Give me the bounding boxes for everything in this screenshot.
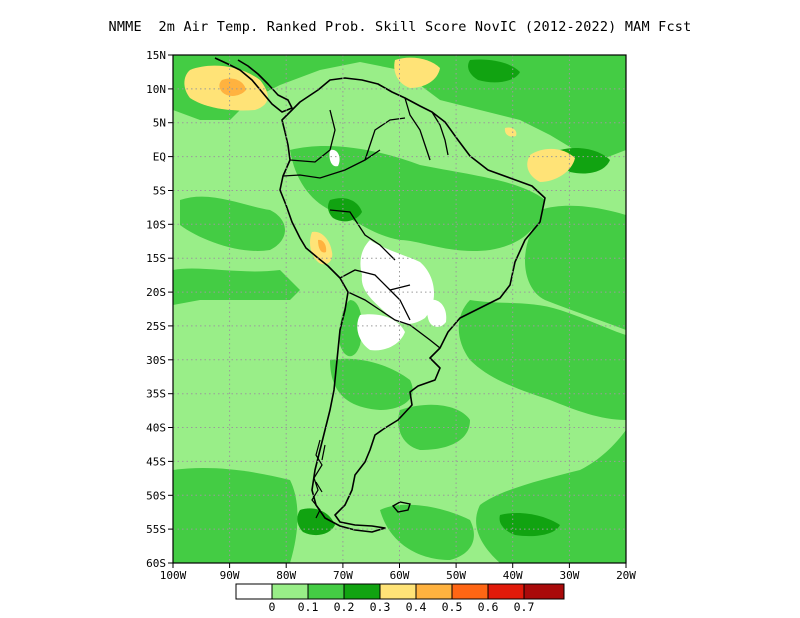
lon-label: 90W bbox=[220, 569, 240, 582]
map-field bbox=[173, 55, 626, 563]
lat-label: 45S bbox=[146, 455, 166, 468]
lat-label: 15N bbox=[146, 49, 166, 62]
lat-labels: 15N 10N 5N EQ 5S 10S 15S 20S 25S 30S 35S… bbox=[146, 49, 166, 570]
colorbar-box-8 bbox=[523, 583, 565, 600]
lat-label: 30S bbox=[146, 354, 166, 367]
grid bbox=[173, 55, 626, 563]
lat-label: EQ bbox=[153, 151, 166, 164]
field-medium-green bbox=[173, 55, 626, 563]
lon-label: 30W bbox=[559, 569, 579, 582]
lon-label: 100W bbox=[160, 569, 187, 582]
lon-labels: 100W 90W 80W 70W 60W 50W 40W 30W 20W bbox=[160, 569, 637, 582]
lon-label: 20W bbox=[616, 569, 636, 582]
lat-label: 60S bbox=[146, 557, 166, 570]
colorbar-label: 0.6 bbox=[478, 600, 499, 614]
lon-label: 60W bbox=[390, 569, 410, 582]
colorbar-label: 0.1 bbox=[298, 600, 319, 614]
colorbar-label: 0.2 bbox=[334, 600, 355, 614]
field-white bbox=[329, 149, 447, 351]
lat-label: 20S bbox=[146, 286, 166, 299]
lat-label: 15S bbox=[146, 252, 166, 265]
lat-label: 50S bbox=[146, 489, 166, 502]
lat-label: 40S bbox=[146, 422, 166, 435]
colorbar-box-3 bbox=[343, 583, 381, 600]
lon-label: 70W bbox=[333, 569, 353, 582]
colorbar-box-2 bbox=[307, 583, 345, 600]
colorbar-label: 0.3 bbox=[370, 600, 391, 614]
field-orange bbox=[219, 78, 327, 253]
country-borders bbox=[282, 97, 449, 349]
colorbar-box-4 bbox=[379, 583, 417, 600]
colorbar-label: 0 bbox=[269, 600, 276, 614]
lon-label: 80W bbox=[276, 569, 296, 582]
coastline-central-america bbox=[214, 57, 293, 113]
chart-title: NMME 2m Air Temp. Ranked Prob. Skill Sco… bbox=[108, 19, 692, 35]
field-dark-green bbox=[297, 59, 610, 537]
colorbar-box-5 bbox=[415, 583, 453, 600]
colorbar-label: 0.7 bbox=[514, 600, 535, 614]
coastline-patagonia bbox=[311, 439, 326, 519]
lat-label: 10N bbox=[146, 83, 166, 96]
colorbar-box-7 bbox=[487, 583, 525, 600]
tick-marks bbox=[168, 54, 627, 568]
colorbar: 0 0.1 0.2 0.3 0.4 0.5 0.6 0.7 bbox=[235, 583, 565, 614]
lat-label: 55S bbox=[146, 523, 166, 536]
colorbar-box-1 bbox=[271, 583, 309, 600]
colorbar-box-0 bbox=[235, 583, 273, 600]
lon-label: 40W bbox=[503, 569, 523, 582]
colorbar-label: 0.5 bbox=[442, 600, 463, 614]
lat-label: 35S bbox=[146, 388, 166, 401]
lat-label: 5N bbox=[153, 117, 166, 130]
lon-label: 50W bbox=[446, 569, 466, 582]
colorbar-box-6 bbox=[451, 583, 489, 600]
lat-label: 10S bbox=[146, 218, 166, 231]
coastline-falklands bbox=[391, 501, 411, 513]
colorbar-label: 0.4 bbox=[406, 600, 427, 614]
lat-label: 5S bbox=[153, 185, 166, 198]
coastline-south-america bbox=[279, 77, 546, 533]
lat-label: 25S bbox=[146, 320, 166, 333]
